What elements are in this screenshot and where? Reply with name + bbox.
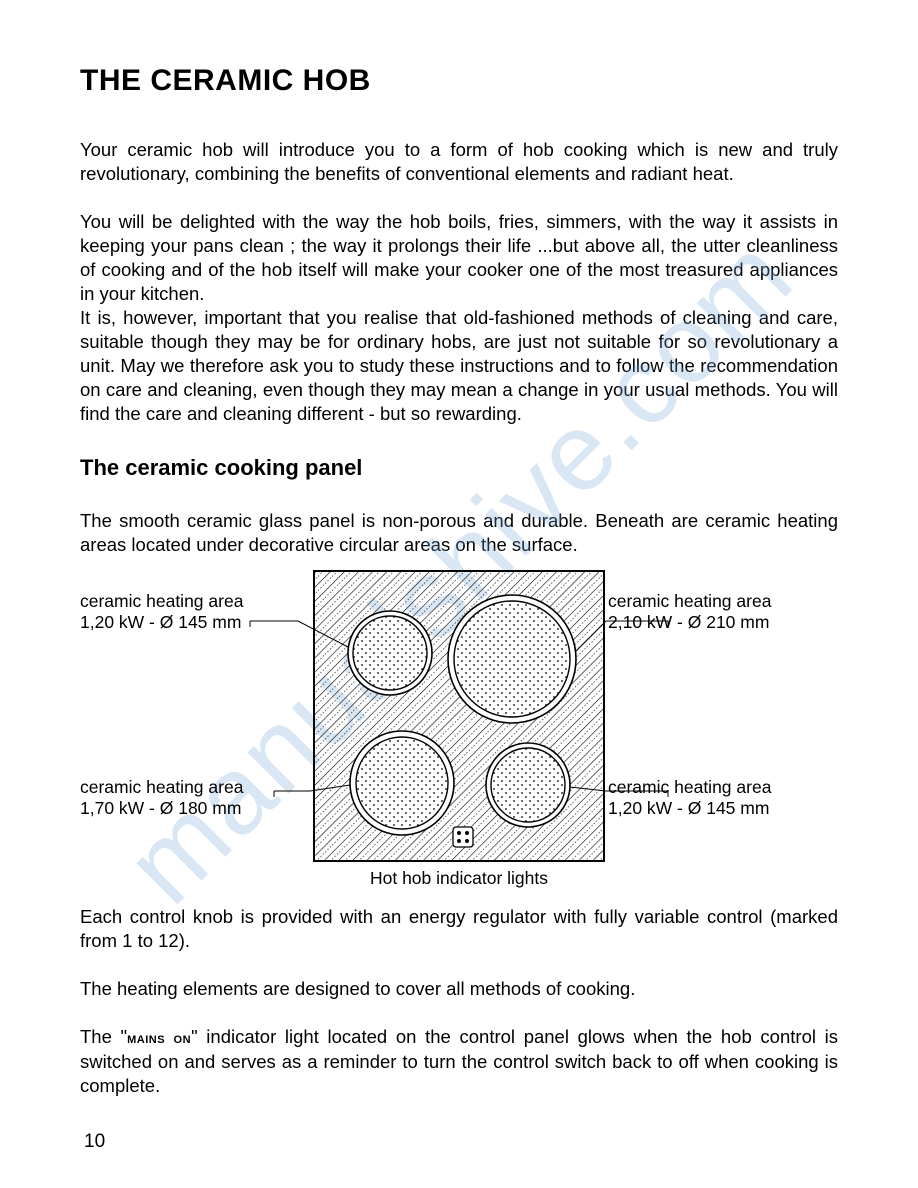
page-title: THE CERAMIC HOB bbox=[80, 64, 838, 98]
paragraph-1: Your ceramic hob will introduce you to a… bbox=[80, 138, 838, 186]
paragraph-2: You will be delighted with the way the h… bbox=[80, 210, 838, 306]
mains-on-text: mains on bbox=[127, 1030, 191, 1047]
para7-prefix: The " bbox=[80, 1026, 127, 1047]
page-number: 10 bbox=[84, 1131, 105, 1153]
subheading-cooking-panel: The ceramic cooking panel bbox=[80, 455, 838, 481]
para7-suffix: " indicator light located on the control… bbox=[80, 1026, 838, 1096]
paragraph-4: The smooth ceramic glass panel is non-po… bbox=[80, 509, 838, 557]
hob-diagram: ceramic heating area 1,20 kW - Ø 145 mm … bbox=[80, 567, 838, 887]
paragraph-7: The "mains on" indicator light located o… bbox=[80, 1025, 838, 1098]
label-indicator: Hot hob indicator lights bbox=[370, 868, 548, 889]
paragraph-6: The heating elements are designed to cov… bbox=[80, 977, 838, 1001]
hob-diagram-svg bbox=[80, 567, 838, 867]
paragraph-5: Each control knob is provided with an en… bbox=[80, 905, 838, 953]
paragraph-3: It is, however, important that you reali… bbox=[80, 306, 838, 426]
